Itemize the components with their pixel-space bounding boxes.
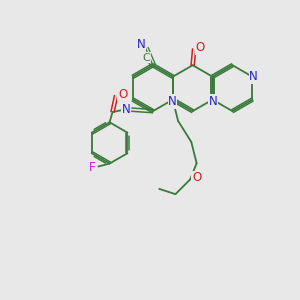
Text: N: N (168, 95, 177, 108)
Text: N: N (122, 103, 131, 116)
Text: N: N (208, 95, 217, 108)
Text: F: F (89, 160, 96, 174)
Text: O: O (195, 41, 205, 54)
Text: C: C (142, 52, 150, 63)
Text: O: O (192, 172, 201, 184)
Text: N: N (137, 38, 146, 51)
Text: N: N (249, 70, 258, 83)
Text: O: O (118, 88, 127, 101)
